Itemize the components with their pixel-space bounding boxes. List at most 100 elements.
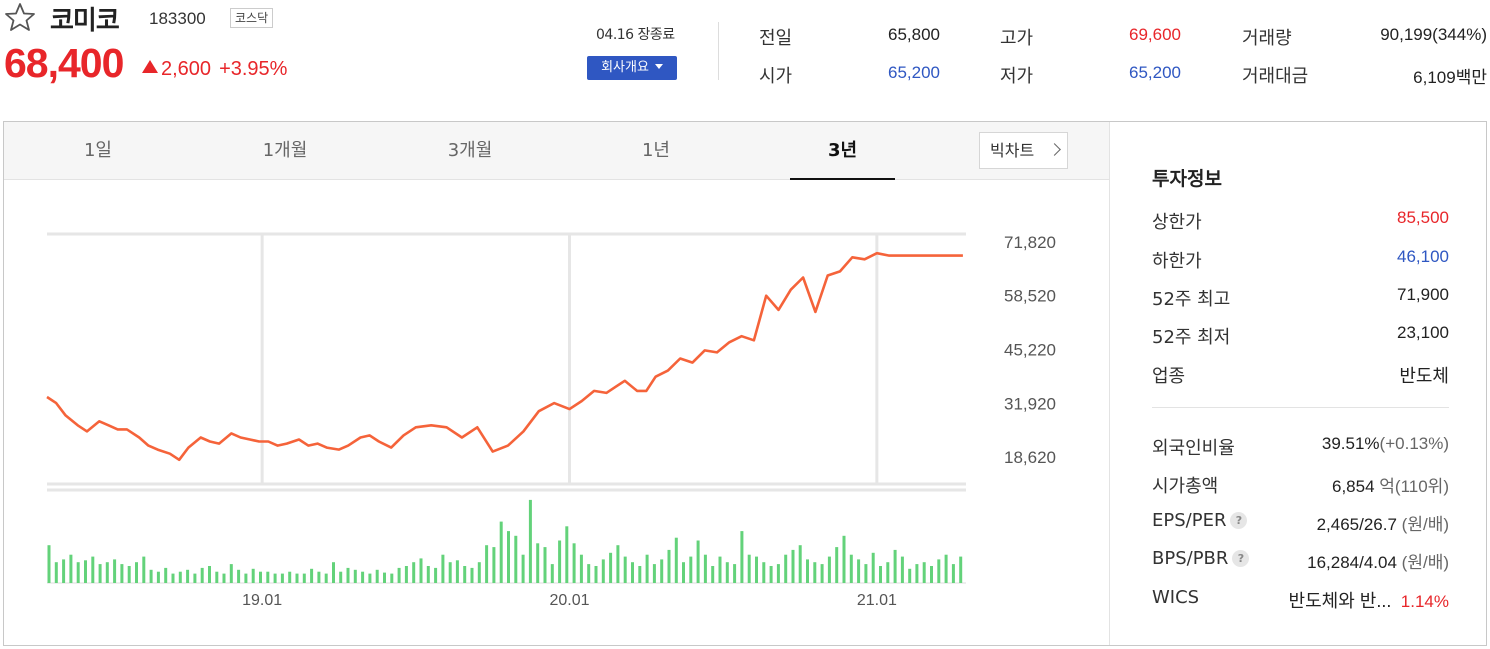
volume-bar: [390, 573, 394, 583]
divider: [1152, 407, 1449, 408]
volume-bar: [84, 560, 87, 583]
volume-bar: [784, 554, 788, 583]
volume-bar: [295, 573, 299, 583]
industry-label: 업종: [1152, 366, 1186, 387]
price-change: 2,600 +3.95%: [142, 58, 287, 81]
volume-bar: [404, 566, 408, 583]
help-icon[interactable]: ?: [1230, 512, 1248, 529]
volume-bar: [229, 564, 233, 583]
volume-bar: [178, 571, 182, 583]
volume-bar: [791, 549, 795, 583]
volume-bar: [448, 562, 452, 583]
tab-3year[interactable]: 3년: [790, 122, 895, 180]
help-icon[interactable]: ?: [1232, 550, 1250, 567]
volume-bar: [601, 559, 605, 583]
foreign-ratio: 39.51%: [1321, 434, 1380, 453]
volume-bar: [755, 556, 758, 583]
stock-name: 코미코: [50, 6, 120, 36]
high-value: 69,600: [1129, 25, 1181, 44]
volume-bar: [769, 566, 773, 583]
volume-bar: [631, 562, 634, 583]
volume-bar: [718, 556, 722, 583]
volume-bar: [171, 573, 175, 583]
tab-3month[interactable]: 3개월: [447, 140, 493, 161]
up-triangle-icon: [142, 60, 158, 73]
volume-bar: [353, 569, 357, 583]
volume-bar: [317, 571, 321, 583]
volume-bar: [930, 566, 933, 583]
volume-bar: [149, 569, 153, 583]
wics-industry[interactable]: 반도체와 반...: [1288, 591, 1392, 611]
volume-bar: [346, 567, 350, 583]
price-line: [46, 251, 963, 462]
volume-bar: [886, 562, 890, 583]
bps-pbr-value: 16,284/4.04 (원/배): [1307, 548, 1449, 573]
x-tick-label: 19.01: [242, 592, 282, 609]
volume-bar: [609, 552, 613, 583]
y-tick-label: 45,220: [1004, 341, 1056, 360]
eps-per-unit: (원/배): [1401, 515, 1449, 534]
industry-value[interactable]: 반도체: [1399, 366, 1449, 386]
tab-1year[interactable]: 1년: [641, 140, 670, 161]
volume-bar: [536, 543, 540, 583]
y-tick-label: 18,620: [1004, 448, 1056, 467]
wics-value: 반도체와 반... 1.14%: [1289, 587, 1449, 613]
stock-code: 183300: [149, 9, 206, 28]
volume-bar: [397, 567, 401, 583]
volume-bar: [463, 566, 467, 583]
volume-bar: [572, 543, 576, 583]
volume-bar: [62, 559, 66, 583]
market-cap: 6,854: [1332, 477, 1375, 496]
eps-per-value: 2,465/26.7 (원/배): [1317, 510, 1449, 535]
volume-bar: [937, 559, 941, 583]
volume-bar: [485, 545, 489, 583]
price-chart[interactable]: 19.01 20.01 21.01 71,820 58,520 45,220 31,920 1…: [4, 180, 1109, 645]
change-amount: 2,600: [161, 58, 212, 80]
market-cap-unit: 억: [1379, 477, 1395, 496]
tab-1month[interactable]: 1개월: [262, 140, 308, 161]
volume-bar: [820, 564, 824, 583]
volume-bar: [142, 556, 146, 583]
volume-bar: [959, 556, 963, 583]
volume-bar: [499, 521, 503, 583]
volume-bar: [368, 573, 372, 583]
period-tabs: 1일 1개월 3개월 1년 3년 빅차트: [4, 122, 1109, 180]
company-overview-button[interactable]: 회사개요: [587, 56, 677, 80]
favorite-star-icon[interactable]: [4, 2, 36, 32]
volume-bar: [864, 564, 868, 583]
volume-bar: [543, 547, 547, 583]
volume-bar: [266, 571, 270, 583]
volume-bar: [492, 547, 496, 583]
eps-per-label: EPS/PER: [1152, 510, 1227, 531]
low-label: 저가: [1000, 66, 1034, 87]
volume-bar: [776, 564, 780, 583]
volume-bar: [47, 545, 51, 583]
volume-bar: [120, 564, 124, 583]
market-cap-rank: (110위): [1394, 477, 1449, 496]
volume-bar: [208, 566, 211, 583]
volume-bar: [419, 558, 423, 583]
company-overview-label: 회사개요: [601, 60, 649, 75]
eps-per: 2,465/26.7: [1316, 515, 1397, 534]
volume-bar: [156, 571, 160, 583]
upper-limit-label: 상한가: [1152, 212, 1202, 233]
low-value: 65,200: [1129, 63, 1181, 82]
volume-bar: [69, 554, 73, 583]
foreign-ratio-label: 외국인비율: [1152, 438, 1235, 459]
volume-bar: [616, 545, 620, 583]
volume-bar: [674, 537, 678, 583]
volume-bar: [879, 566, 882, 583]
volume-bar: [725, 562, 729, 583]
volume-bar: [944, 554, 948, 583]
volume-bar: [54, 562, 58, 583]
y-tick-label: 71,820: [1004, 233, 1056, 252]
volume-bar: [383, 572, 386, 583]
volume-bar: [477, 562, 481, 583]
low52-label: 52주 최저: [1152, 327, 1231, 348]
big-chart-button[interactable]: 빅차트: [979, 132, 1068, 169]
high52-row: 52주 최고 71,900: [1152, 285, 1449, 310]
tab-1day[interactable]: 1일: [83, 140, 112, 161]
volume-bar: [594, 566, 598, 583]
volume-bar: [645, 554, 649, 583]
volume-bar: [842, 535, 846, 583]
